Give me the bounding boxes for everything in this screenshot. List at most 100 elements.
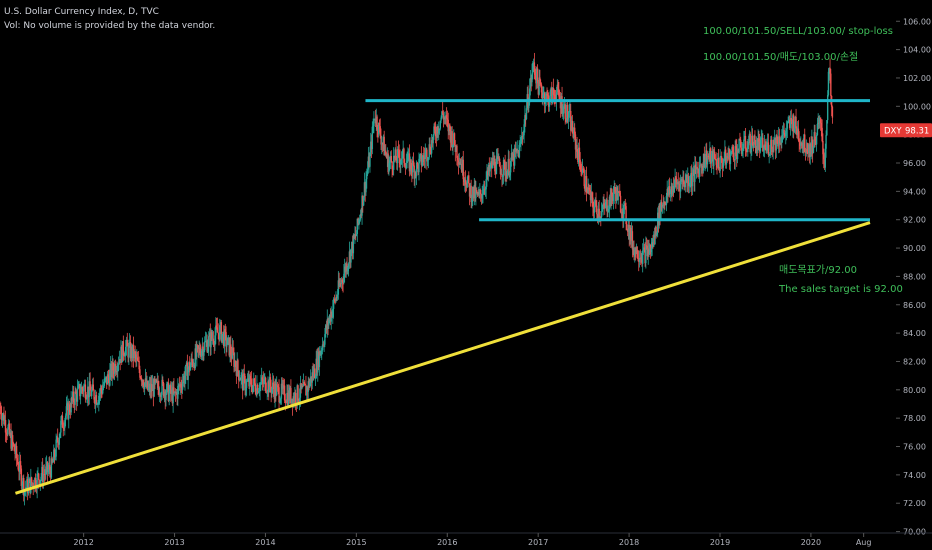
candle-body [755,145,758,153]
candle-body [706,156,709,165]
candle-body [490,161,493,168]
candle-body [765,147,767,151]
candle-body [206,340,208,352]
candle-body [118,359,121,364]
y-tick-label: 84.00 [903,329,926,338]
annotation-target-en: The sales target is 92.00 [779,284,903,295]
candle-body [207,336,210,347]
y-tick-label: 104.00 [903,46,931,55]
candle-body [675,177,677,181]
candle-body [256,384,258,396]
candle-body [432,134,434,144]
candle-body [577,147,580,163]
candle-body [669,190,672,194]
candle-body [113,364,116,374]
candle-body [226,344,228,347]
candle-body [135,354,137,360]
candle-body [182,376,185,383]
candle-body [58,437,60,445]
candle-body [341,279,343,283]
candle-body [44,474,46,475]
candle-body [90,390,92,397]
candle-body [602,203,604,210]
candle-body [93,390,95,400]
candle-body [115,371,117,373]
candle-body [108,377,110,386]
candle-body [426,149,428,162]
candle-body [419,153,422,156]
candle-body [823,159,826,168]
candle-body [483,188,485,195]
candle-body [517,150,520,158]
candle-body [647,248,649,257]
candle-body [706,150,708,165]
candle-body [537,81,540,95]
candle-body [649,244,651,255]
candle-body [590,192,593,201]
candle-body [626,224,628,229]
candle-body [372,126,374,127]
candle-body [434,126,436,130]
candle-body [785,130,787,136]
candle-body [572,132,574,138]
candle-body [144,378,147,383]
candle-body [730,151,732,155]
candle-body [430,140,433,154]
candle-body [711,150,713,154]
candle-body [374,118,377,124]
candle-body [236,360,238,376]
candle-body [41,466,44,482]
candle-body [665,196,668,206]
candle-body [540,83,542,85]
candle-body [181,387,183,390]
candle-body [393,155,396,159]
candle-body [414,172,416,179]
candle-body [164,391,166,400]
candle-body [148,383,151,387]
candle-body [143,382,146,390]
candle-body [404,165,407,169]
candle-body [469,185,472,197]
candle-body [477,192,479,196]
candle-body [439,120,442,129]
candle-body [400,160,402,165]
candle-body [718,168,721,171]
candle-body [811,139,813,155]
candle-body [814,132,816,141]
candle-body [183,376,185,384]
candle-body [136,357,138,360]
price-axis[interactable]: 70.00 72.00 74.00 76.00 78.00 80.00 82.00 84.00… [896,17,931,537]
candle-body [222,331,224,335]
candle-body [626,228,629,232]
candle-body [79,384,81,397]
candle-body [732,147,734,153]
candle-body [191,358,193,362]
candle-body [628,224,630,240]
candle-body [249,376,251,387]
candle-body [455,145,457,152]
candle-body [790,117,793,122]
candle-body [203,350,205,356]
candle-body [381,142,384,144]
candle-body [290,387,292,404]
candle-body [523,124,525,136]
candle-body [196,345,198,357]
candle-body [815,140,817,145]
candle-body [736,149,739,160]
candle-body [498,158,501,167]
candle-body [207,346,209,352]
candle-body [447,119,449,132]
candle-body [407,153,410,155]
candle-body [567,117,570,120]
candle-body [320,351,322,356]
candle-body [416,162,419,165]
candle-body [664,201,666,205]
candle-body [634,247,637,254]
candle-body [470,185,472,203]
candle-body [252,385,254,392]
candle-body [95,395,98,405]
candle-body [658,203,660,226]
time-axis[interactable]: 2012 2013 2014 2015 2016 2017 2018 2019 2020 Aug [0,532,932,547]
candle-body [800,142,802,146]
